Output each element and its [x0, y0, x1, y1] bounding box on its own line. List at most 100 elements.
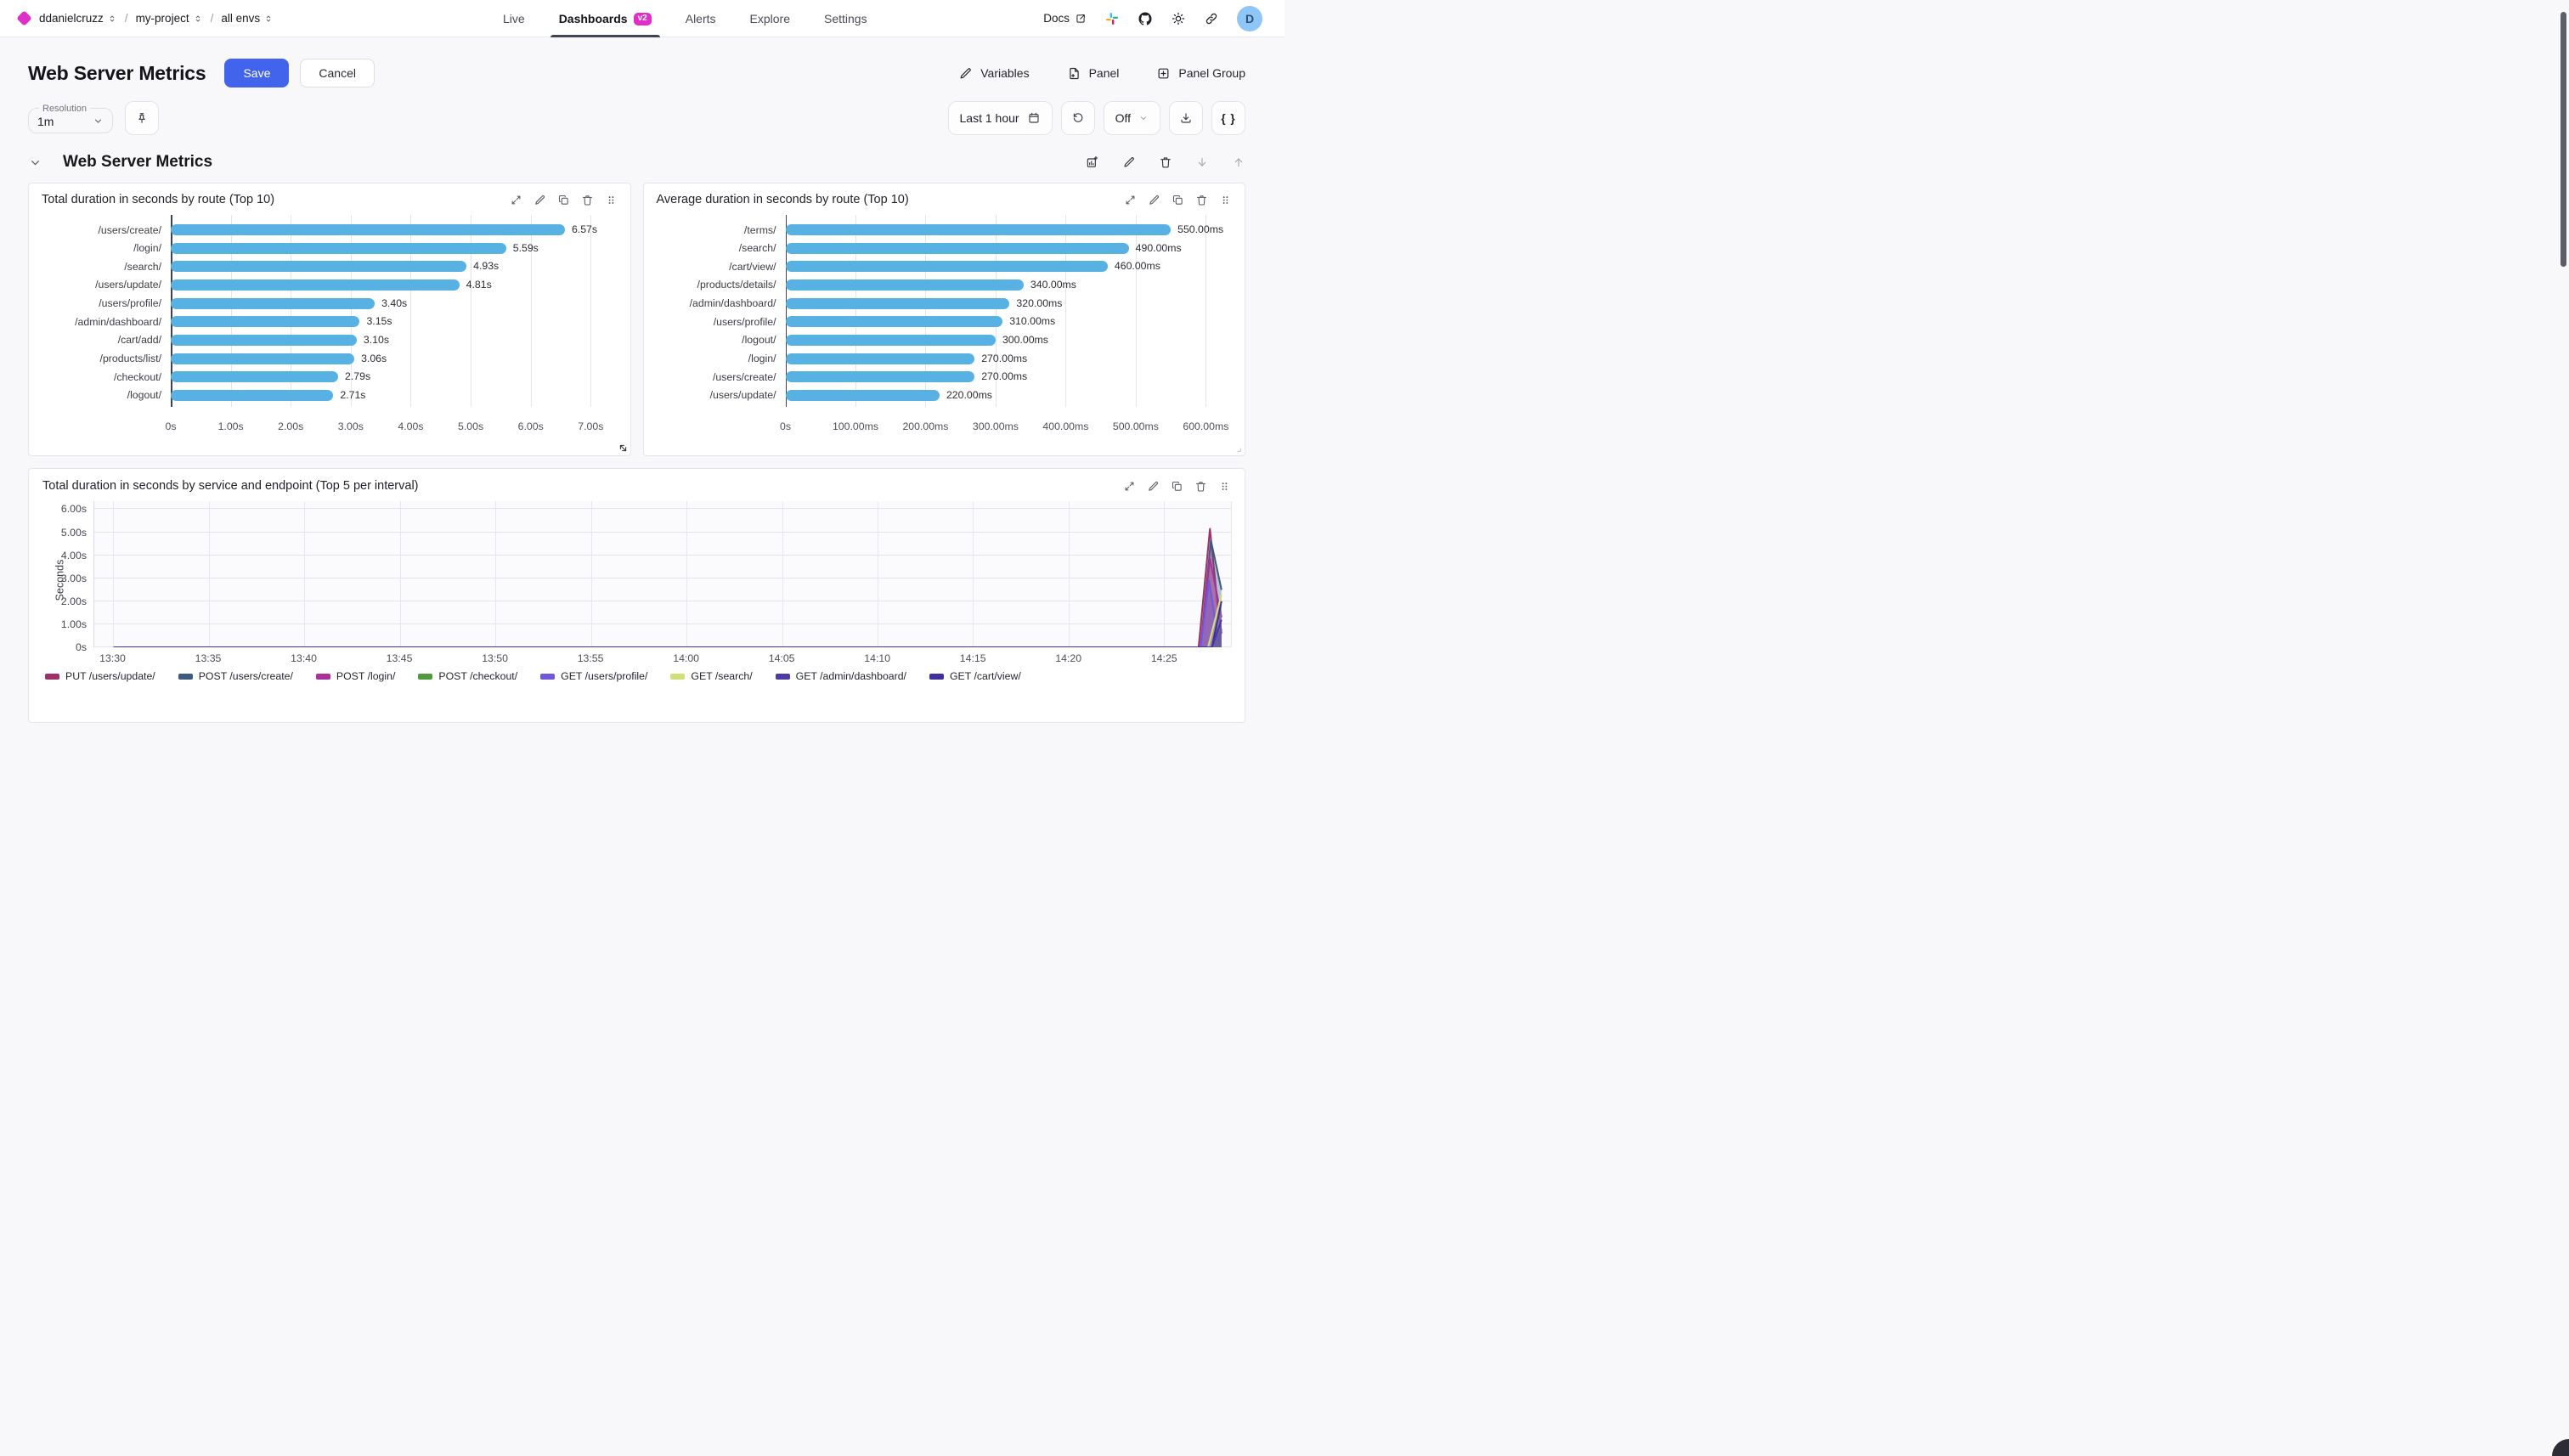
theme-sun-icon[interactable]	[1171, 11, 1186, 26]
bar-value-label: 320.00ms	[1016, 296, 1063, 309]
bar-row: /logout/300.00ms	[657, 332, 1233, 348]
legend-item[interactable]: GET /search/	[670, 670, 753, 682]
bar-track: 550.00ms	[785, 223, 1223, 235]
x-tick-label: 13:45	[386, 652, 413, 664]
add-panel-button[interactable]: Panel	[1067, 66, 1119, 81]
delete-panel-icon[interactable]	[1195, 194, 1208, 206]
delete-panel-icon[interactable]	[581, 194, 594, 206]
delete-panel-icon[interactable]	[1194, 480, 1207, 493]
expand-icon[interactable]	[1124, 194, 1137, 206]
refresh-button[interactable]	[1060, 101, 1095, 135]
bar-track: 300.00ms	[785, 334, 1224, 346]
bar-row: /terms/550.00ms	[657, 222, 1233, 238]
bar-row: /users/profile/3.40s	[42, 296, 618, 312]
drag-handle-icon[interactable]	[1219, 194, 1232, 206]
legend-item[interactable]: GET /cart/view/	[929, 670, 1021, 682]
breadcrumb-project-label: my-project	[135, 12, 189, 25]
tab-dashboards[interactable]: Dashboards v2	[550, 0, 660, 37]
tab-explore[interactable]: Explore	[750, 0, 790, 37]
legend-item[interactable]: PUT /users/update/	[45, 670, 155, 682]
variables-button[interactable]: Variables	[958, 66, 1030, 81]
save-button[interactable]: Save	[224, 59, 290, 87]
page-scrollbar[interactable]	[2561, 12, 2566, 267]
v2-badge: v2	[633, 12, 652, 25]
legend-item[interactable]: GET /admin/dashboard/	[775, 670, 906, 682]
legend-item[interactable]: POST /login/	[315, 670, 395, 682]
duplicate-panel-icon[interactable]	[1171, 480, 1183, 493]
tab-settings[interactable]: Settings	[824, 0, 867, 37]
resolution-select[interactable]: Resolution 1m	[28, 103, 113, 133]
bar[interactable]	[785, 224, 1172, 235]
x-tick-label: 14:00	[673, 652, 700, 664]
delete-section-icon[interactable]	[1159, 155, 1172, 169]
breadcrumb-env[interactable]: all envs	[221, 12, 274, 25]
expand-icon[interactable]	[510, 194, 522, 206]
bar-track: 3.06s	[171, 353, 609, 364]
bar-track: 4.93s	[171, 260, 609, 273]
auto-refresh-select[interactable]: Off	[1103, 101, 1160, 135]
bar[interactable]	[171, 389, 334, 401]
bar[interactable]	[785, 242, 1129, 254]
tab-live[interactable]: Live	[503, 0, 525, 37]
breadcrumb-account[interactable]: ddanielcruzz	[39, 12, 117, 25]
legend-item[interactable]: POST /users/create/	[178, 670, 293, 682]
duplicate-panel-icon[interactable]	[1172, 194, 1184, 206]
bar[interactable]	[171, 224, 565, 235]
add-panel-group-button[interactable]: Panel Group	[1156, 66, 1245, 81]
bar[interactable]	[785, 389, 940, 401]
add-chart-icon[interactable]	[1086, 155, 1099, 169]
slack-icon[interactable]	[1104, 11, 1120, 26]
edit-panel-icon[interactable]	[1147, 480, 1160, 493]
cancel-button[interactable]: Cancel	[300, 59, 375, 87]
area-plot[interactable]	[93, 501, 1232, 647]
docs-link[interactable]: Docs	[1043, 12, 1087, 25]
bar[interactable]	[171, 334, 357, 346]
legend-label: GET /cart/view/	[949, 670, 1021, 682]
share-link-icon[interactable]	[1204, 11, 1219, 26]
edit-panel-icon[interactable]	[1148, 194, 1160, 206]
move-up-icon[interactable]	[1232, 155, 1245, 169]
bar-category-label: /users/create/	[713, 370, 776, 383]
bar[interactable]	[785, 316, 1003, 328]
drag-handle-icon[interactable]	[605, 194, 618, 206]
bar[interactable]	[785, 261, 1108, 273]
bar[interactable]	[171, 242, 506, 254]
bar[interactable]	[171, 297, 375, 309]
move-down-icon[interactable]	[1195, 155, 1209, 169]
pin-button[interactable]	[125, 101, 159, 135]
legend-item[interactable]: POST /checkout/	[418, 670, 517, 682]
bar[interactable]	[171, 279, 460, 291]
bar-track: 3.40s	[171, 297, 609, 309]
y-tick-label: 5.00s	[60, 526, 87, 539]
brand-logo-icon[interactable]	[16, 10, 32, 26]
bar[interactable]	[171, 353, 355, 364]
duplicate-panel-icon[interactable]	[557, 194, 570, 206]
bar[interactable]	[171, 316, 360, 328]
collapse-chevron-icon[interactable]	[28, 155, 42, 170]
edit-panel-icon[interactable]	[534, 194, 546, 206]
bar[interactable]	[785, 371, 975, 383]
bar[interactable]	[785, 297, 1010, 309]
x-tick-label: 13:35	[195, 652, 222, 664]
expand-icon[interactable]	[1123, 480, 1136, 493]
legend-item[interactable]: GET /users/profile/	[540, 670, 647, 682]
bar[interactable]	[785, 279, 1024, 291]
download-button[interactable]	[1169, 101, 1203, 135]
resize-handle-icon[interactable]	[617, 442, 630, 454]
bar-row: /logout/2.71s	[42, 387, 618, 404]
json-braces-button[interactable]: { }	[1211, 101, 1245, 135]
github-icon[interactable]	[1138, 11, 1153, 26]
bar[interactable]	[171, 371, 339, 383]
series-line	[114, 559, 1222, 647]
gridline	[530, 215, 532, 407]
bar[interactable]	[785, 334, 996, 346]
edit-section-icon[interactable]	[1122, 155, 1136, 169]
tab-alerts[interactable]: Alerts	[686, 0, 716, 37]
drag-handle-icon[interactable]	[1218, 480, 1231, 493]
bar-category-label: /login/	[133, 242, 161, 255]
bar[interactable]	[785, 353, 975, 364]
avatar[interactable]: D	[1237, 5, 1262, 31]
bar[interactable]	[171, 261, 467, 273]
breadcrumb-project[interactable]: my-project	[136, 12, 203, 25]
time-range-button[interactable]: Last 1 hour	[947, 101, 1053, 135]
